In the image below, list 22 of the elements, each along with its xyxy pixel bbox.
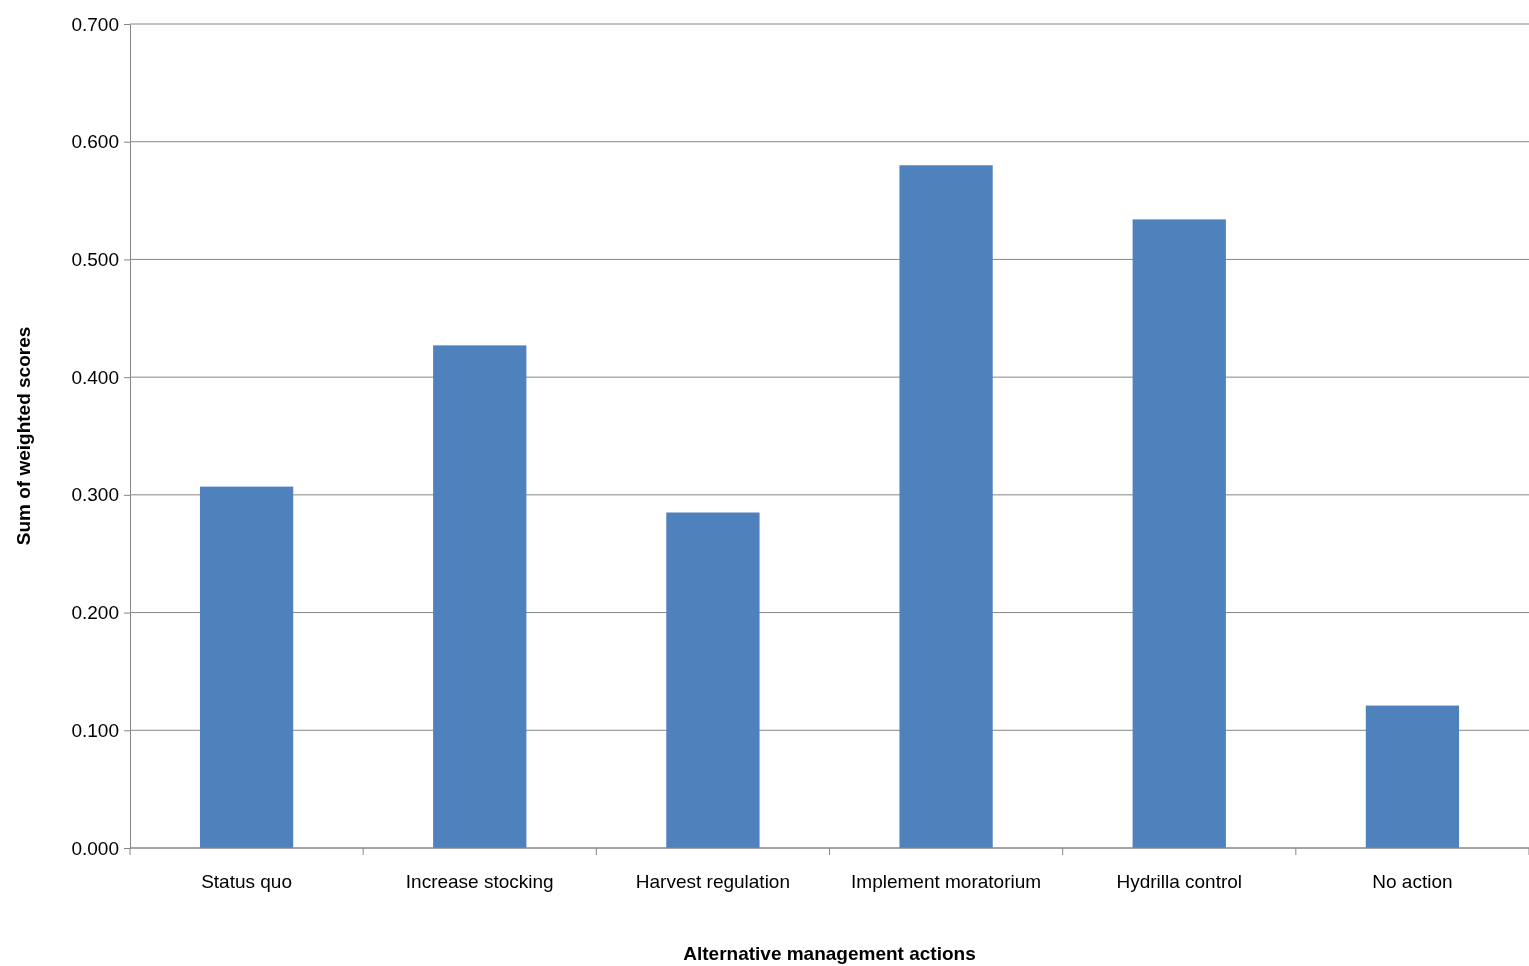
bar — [433, 345, 527, 848]
y-axis-title: Sum of weighted scores — [13, 326, 34, 546]
bar — [666, 512, 760, 848]
y-tick-label: 0.000 — [71, 837, 119, 859]
y-tick-label: 0.100 — [71, 719, 119, 741]
y-tick-label: 0.500 — [71, 249, 119, 271]
x-tick-label: Hydrilla control — [1116, 871, 1243, 892]
y-tick-label: 0.700 — [71, 13, 119, 35]
x-axis-title: Alternative management actions — [683, 943, 976, 964]
x-tick-label: Implement moratorium — [851, 871, 1042, 892]
y-tick-label: 0.400 — [71, 366, 119, 388]
x-tick-label: Increase stocking — [405, 871, 554, 892]
x-tick-label: No action — [1372, 871, 1453, 892]
bar — [1132, 219, 1226, 848]
x-tick-label: Status quo — [201, 871, 293, 892]
x-tick-label: Harvest regulation — [635, 871, 791, 892]
y-tick-label: 0.300 — [71, 484, 119, 506]
y-tick-label: 0.200 — [71, 602, 119, 624]
bar — [899, 165, 993, 848]
bar — [1365, 705, 1460, 848]
bar — [199, 486, 294, 848]
y-tick-label: 0.600 — [71, 131, 119, 153]
